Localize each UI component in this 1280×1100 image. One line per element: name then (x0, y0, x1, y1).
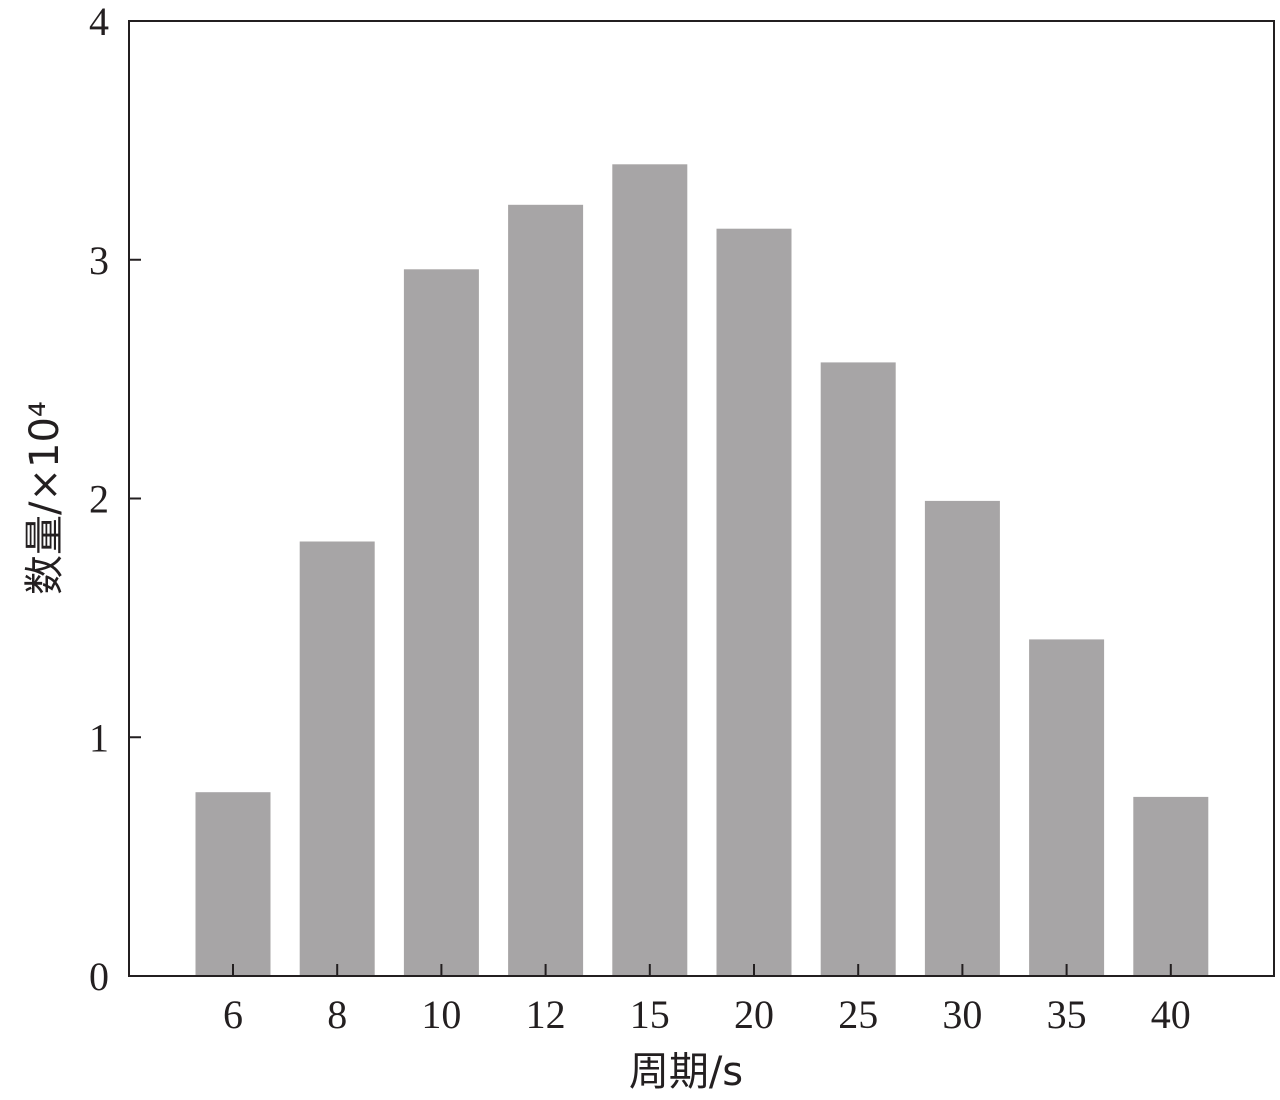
x-axis: 6 8 10 12 15 20 25 30 35 40 (223, 964, 1191, 1037)
x-tick-label: 6 (223, 992, 243, 1037)
bar-20 (716, 228, 792, 976)
x-tick-label: 25 (838, 992, 878, 1037)
bar-12 (508, 204, 584, 977)
y-axis: 0 1 2 3 4 (89, 0, 141, 999)
y-axis-title: 数量/×10⁴ (22, 401, 68, 595)
x-tick-label: 8 (327, 992, 347, 1037)
x-tick-label: 15 (630, 992, 670, 1037)
x-axis-title: 周期/s (629, 1049, 743, 1095)
y-tick-label: 1 (89, 715, 109, 760)
x-tick-label: 40 (1151, 992, 1191, 1037)
bar-6 (195, 792, 271, 976)
y-tick-label: 0 (89, 954, 109, 999)
bar-30 (924, 500, 1000, 976)
bar-35 (1029, 639, 1105, 976)
bar-15 (612, 164, 688, 977)
bar-40 (1133, 796, 1209, 976)
y-tick-label: 4 (89, 0, 109, 44)
y-tick-label: 2 (89, 477, 109, 522)
bar-25 (820, 362, 896, 976)
x-tick-label: 10 (421, 992, 461, 1037)
bar-8 (299, 541, 375, 976)
x-tick-label: 30 (942, 992, 982, 1037)
bar-10 (403, 269, 479, 976)
x-tick-label: 35 (1047, 992, 1087, 1037)
bars-group (195, 164, 1209, 977)
x-tick-label: 12 (526, 992, 566, 1037)
x-tick-label: 20 (734, 992, 774, 1037)
y-tick-label: 3 (89, 238, 109, 283)
